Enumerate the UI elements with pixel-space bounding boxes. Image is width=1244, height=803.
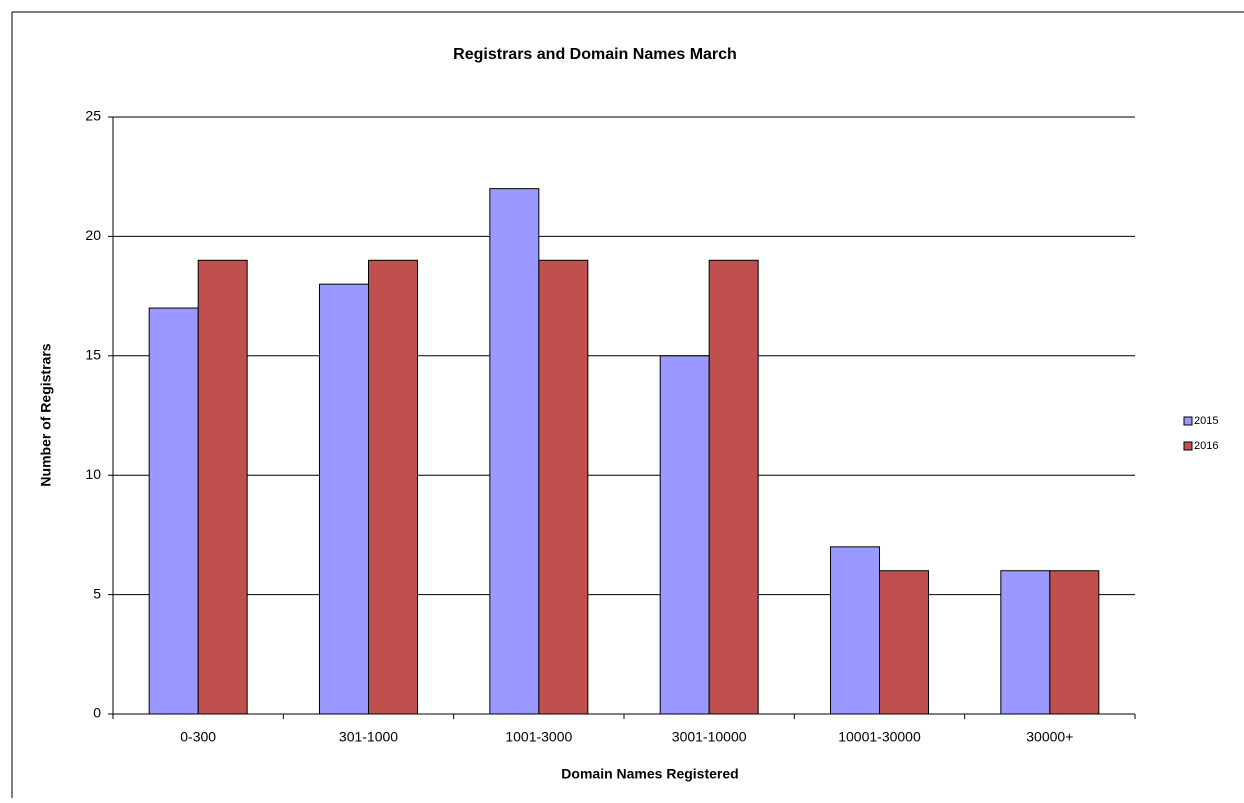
y-tick-label: 15 [85, 347, 101, 363]
y-tick-label: 5 [93, 585, 101, 601]
bar [489, 188, 540, 715]
bar [148, 307, 199, 715]
y-tick-label: 10 [85, 466, 101, 482]
y-axis-title: Number of Registrars [38, 343, 54, 486]
y-tick-label: 25 [85, 108, 101, 124]
bar [197, 259, 248, 715]
chart-title: Registrars and Domain Names March [453, 46, 737, 63]
x-tick-label: 0-300 [180, 729, 216, 745]
bar [538, 259, 589, 715]
legend-swatch [1183, 441, 1193, 451]
y-tick-label: 20 [85, 227, 101, 243]
bar [879, 570, 929, 715]
x-tick-label: 301-1000 [339, 729, 398, 745]
bar [1049, 570, 1100, 715]
bar [319, 283, 369, 715]
bar [830, 546, 880, 715]
x-axis-title: Domain Names Registered [561, 766, 738, 782]
x-tick-label: 30000+ [1026, 729, 1073, 745]
x-tick-label: 1001-3000 [505, 729, 572, 745]
legend-label: 2016 [1194, 440, 1218, 452]
legend-swatch [1183, 416, 1193, 426]
legend-label: 2015 [1194, 415, 1218, 427]
bar [659, 355, 710, 715]
bar [368, 259, 418, 715]
x-tick-label: 3001-10000 [672, 729, 747, 745]
x-tick-label: 10001-30000 [838, 729, 921, 745]
y-tick-label: 0 [93, 705, 101, 721]
bar [1000, 570, 1051, 715]
bar [708, 259, 759, 715]
